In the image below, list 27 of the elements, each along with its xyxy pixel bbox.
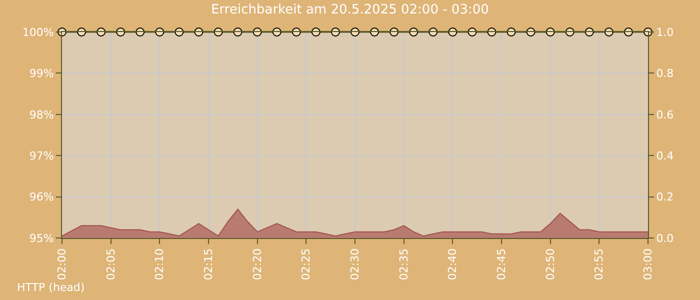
x-tick-label: 02:55 [592,248,606,280]
y-tick-label: 95% [29,232,54,245]
x-tick-label: 02:00 [56,248,69,280]
y2-tick-label: 0.2 [656,190,674,204]
chart-title: Erreichbarkeit am 20.5.2025 02:00 - 03:00 [211,2,489,18]
y2-tick-label: 1.0 [656,26,674,39]
y-tick-label: 99% [29,67,54,80]
y-tick-label: 100% [22,26,54,39]
x-tick-label: 02:25 [300,248,313,280]
x-tick-label: 02:15 [202,248,216,280]
y2-tick-label: 0.4 [656,149,674,162]
text: HTTP (head) [17,281,85,294]
y2-tick-label: 0.0 [656,232,674,245]
y2-tick-label: 0.6 [656,108,674,122]
x-tick-label: 02:40 [446,248,460,280]
x-tick-label: 02:35 [397,248,410,280]
y-tick-label: 96% [29,190,54,204]
x-tick-label: 02:20 [250,248,264,280]
y2-tick-label: 0.8 [656,67,674,80]
x-tick-label: 02:10 [153,248,166,280]
x-tick-label: 02:05 [104,248,118,280]
x-tick-label: 02:50 [544,248,557,280]
x-tick-label: 02:30 [348,248,362,280]
y-tick-label: 97% [29,149,54,162]
x-tick-label: 02:45 [495,248,508,280]
x-tick-label: 03:00 [642,248,655,280]
y-tick-label: 98% [29,108,54,122]
